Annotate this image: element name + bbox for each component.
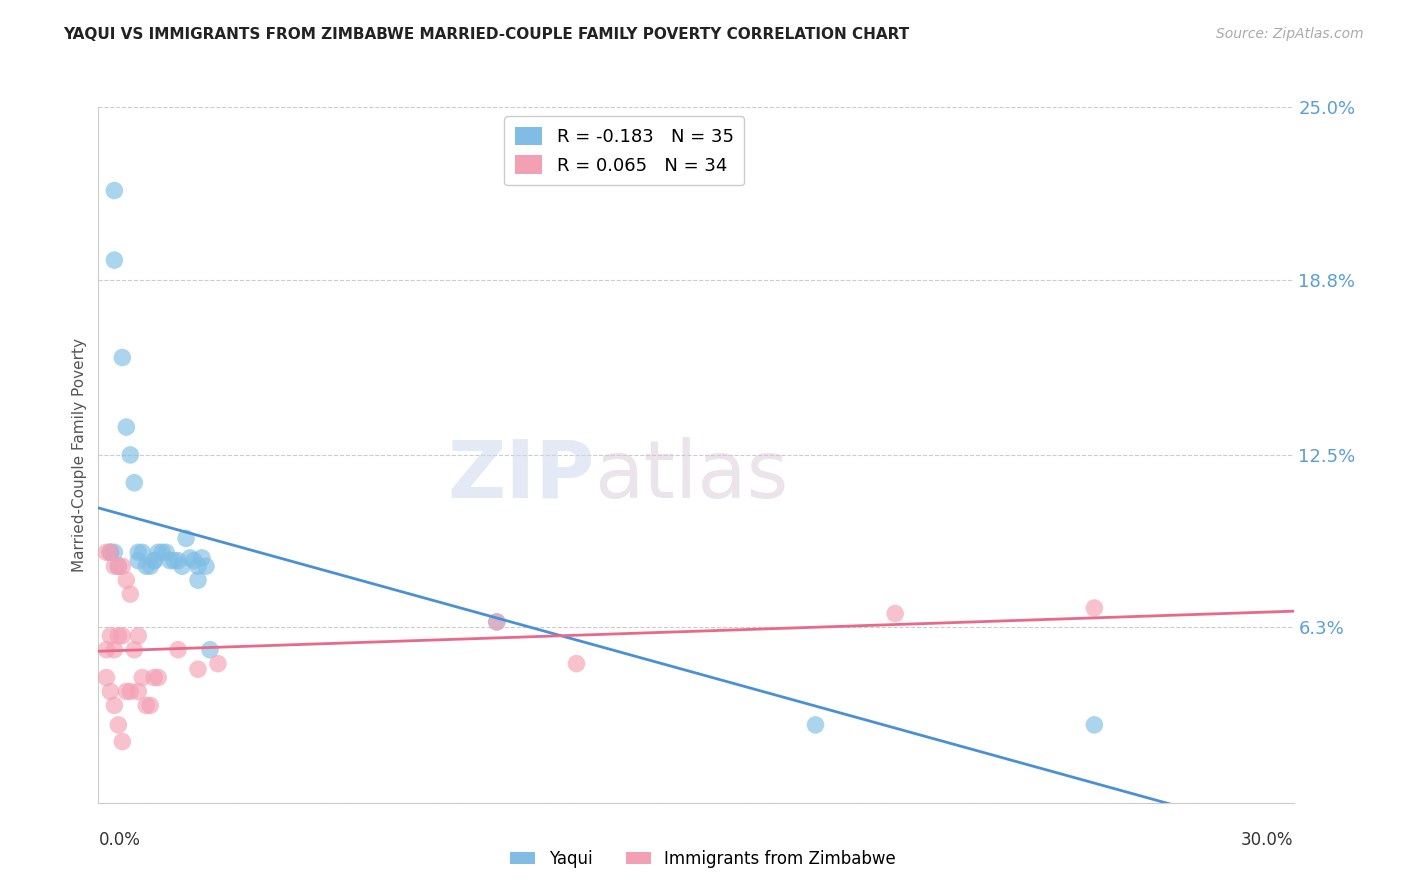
Point: [98, 684, 122, 698]
Point: [103, 253, 125, 268]
Point: [98, 545, 122, 559]
Point: [143, 554, 166, 568]
Point: [159, 554, 181, 568]
Point: [107, 559, 129, 574]
Point: [107, 559, 129, 574]
Point: [198, 642, 221, 657]
Point: [103, 545, 125, 559]
Point: [115, 684, 138, 698]
Point: [163, 554, 186, 568]
Point: [131, 671, 153, 685]
Point: [167, 554, 190, 568]
Point: [103, 559, 125, 574]
Point: [174, 532, 197, 546]
Point: [103, 184, 125, 198]
Point: [1083, 718, 1105, 732]
Point: [183, 554, 205, 568]
Legend: Yaqui, Immigrants from Zimbabwe: Yaqui, Immigrants from Zimbabwe: [503, 844, 903, 875]
Point: [111, 351, 134, 365]
Point: [135, 698, 157, 713]
Text: ZIP: ZIP: [447, 437, 595, 515]
Legend: R = -0.183   N = 35, R = 0.065   N = 34: R = -0.183 N = 35, R = 0.065 N = 34: [505, 116, 744, 186]
Point: [124, 642, 146, 657]
Point: [143, 671, 166, 685]
Text: YAQUI VS IMMIGRANTS FROM ZIMBABWE MARRIED-COUPLE FAMILY POVERTY CORRELATION CHAR: YAQUI VS IMMIGRANTS FROM ZIMBABWE MARRIE…: [63, 27, 910, 42]
Point: [111, 559, 134, 574]
Point: [167, 642, 190, 657]
Point: [120, 684, 142, 698]
Point: [143, 554, 166, 568]
Point: [96, 642, 118, 657]
Text: Source: ZipAtlas.com: Source: ZipAtlas.com: [1216, 27, 1364, 41]
Point: [884, 607, 907, 621]
Point: [187, 662, 209, 676]
Point: [804, 718, 827, 732]
Point: [187, 573, 209, 587]
Point: [131, 545, 153, 559]
Point: [148, 545, 170, 559]
Point: [187, 559, 209, 574]
Point: [191, 550, 214, 565]
Point: [98, 545, 122, 559]
Point: [150, 545, 173, 559]
Text: 30.0%: 30.0%: [1241, 830, 1294, 848]
Point: [111, 734, 134, 748]
Point: [98, 629, 122, 643]
Text: atlas: atlas: [595, 437, 789, 515]
Point: [107, 718, 129, 732]
Point: [565, 657, 588, 671]
Point: [195, 559, 218, 574]
Point: [103, 698, 125, 713]
Point: [155, 545, 177, 559]
Point: [1083, 601, 1105, 615]
Point: [127, 629, 149, 643]
Text: 0.0%: 0.0%: [98, 830, 141, 848]
Point: [139, 698, 162, 713]
Point: [485, 615, 508, 629]
Point: [96, 545, 118, 559]
Point: [179, 550, 201, 565]
Point: [124, 475, 146, 490]
Point: [98, 545, 122, 559]
Point: [96, 671, 118, 685]
Point: [127, 684, 149, 698]
Point: [485, 615, 508, 629]
Point: [139, 559, 162, 574]
Point: [172, 559, 194, 574]
Point: [115, 420, 138, 434]
Point: [207, 657, 229, 671]
Point: [127, 545, 149, 559]
Point: [120, 448, 142, 462]
Point: [120, 587, 142, 601]
Y-axis label: Married-Couple Family Poverty: Married-Couple Family Poverty: [72, 338, 87, 572]
Point: [111, 629, 134, 643]
Point: [107, 629, 129, 643]
Point: [148, 671, 170, 685]
Point: [115, 573, 138, 587]
Point: [135, 559, 157, 574]
Point: [103, 642, 125, 657]
Point: [127, 554, 149, 568]
